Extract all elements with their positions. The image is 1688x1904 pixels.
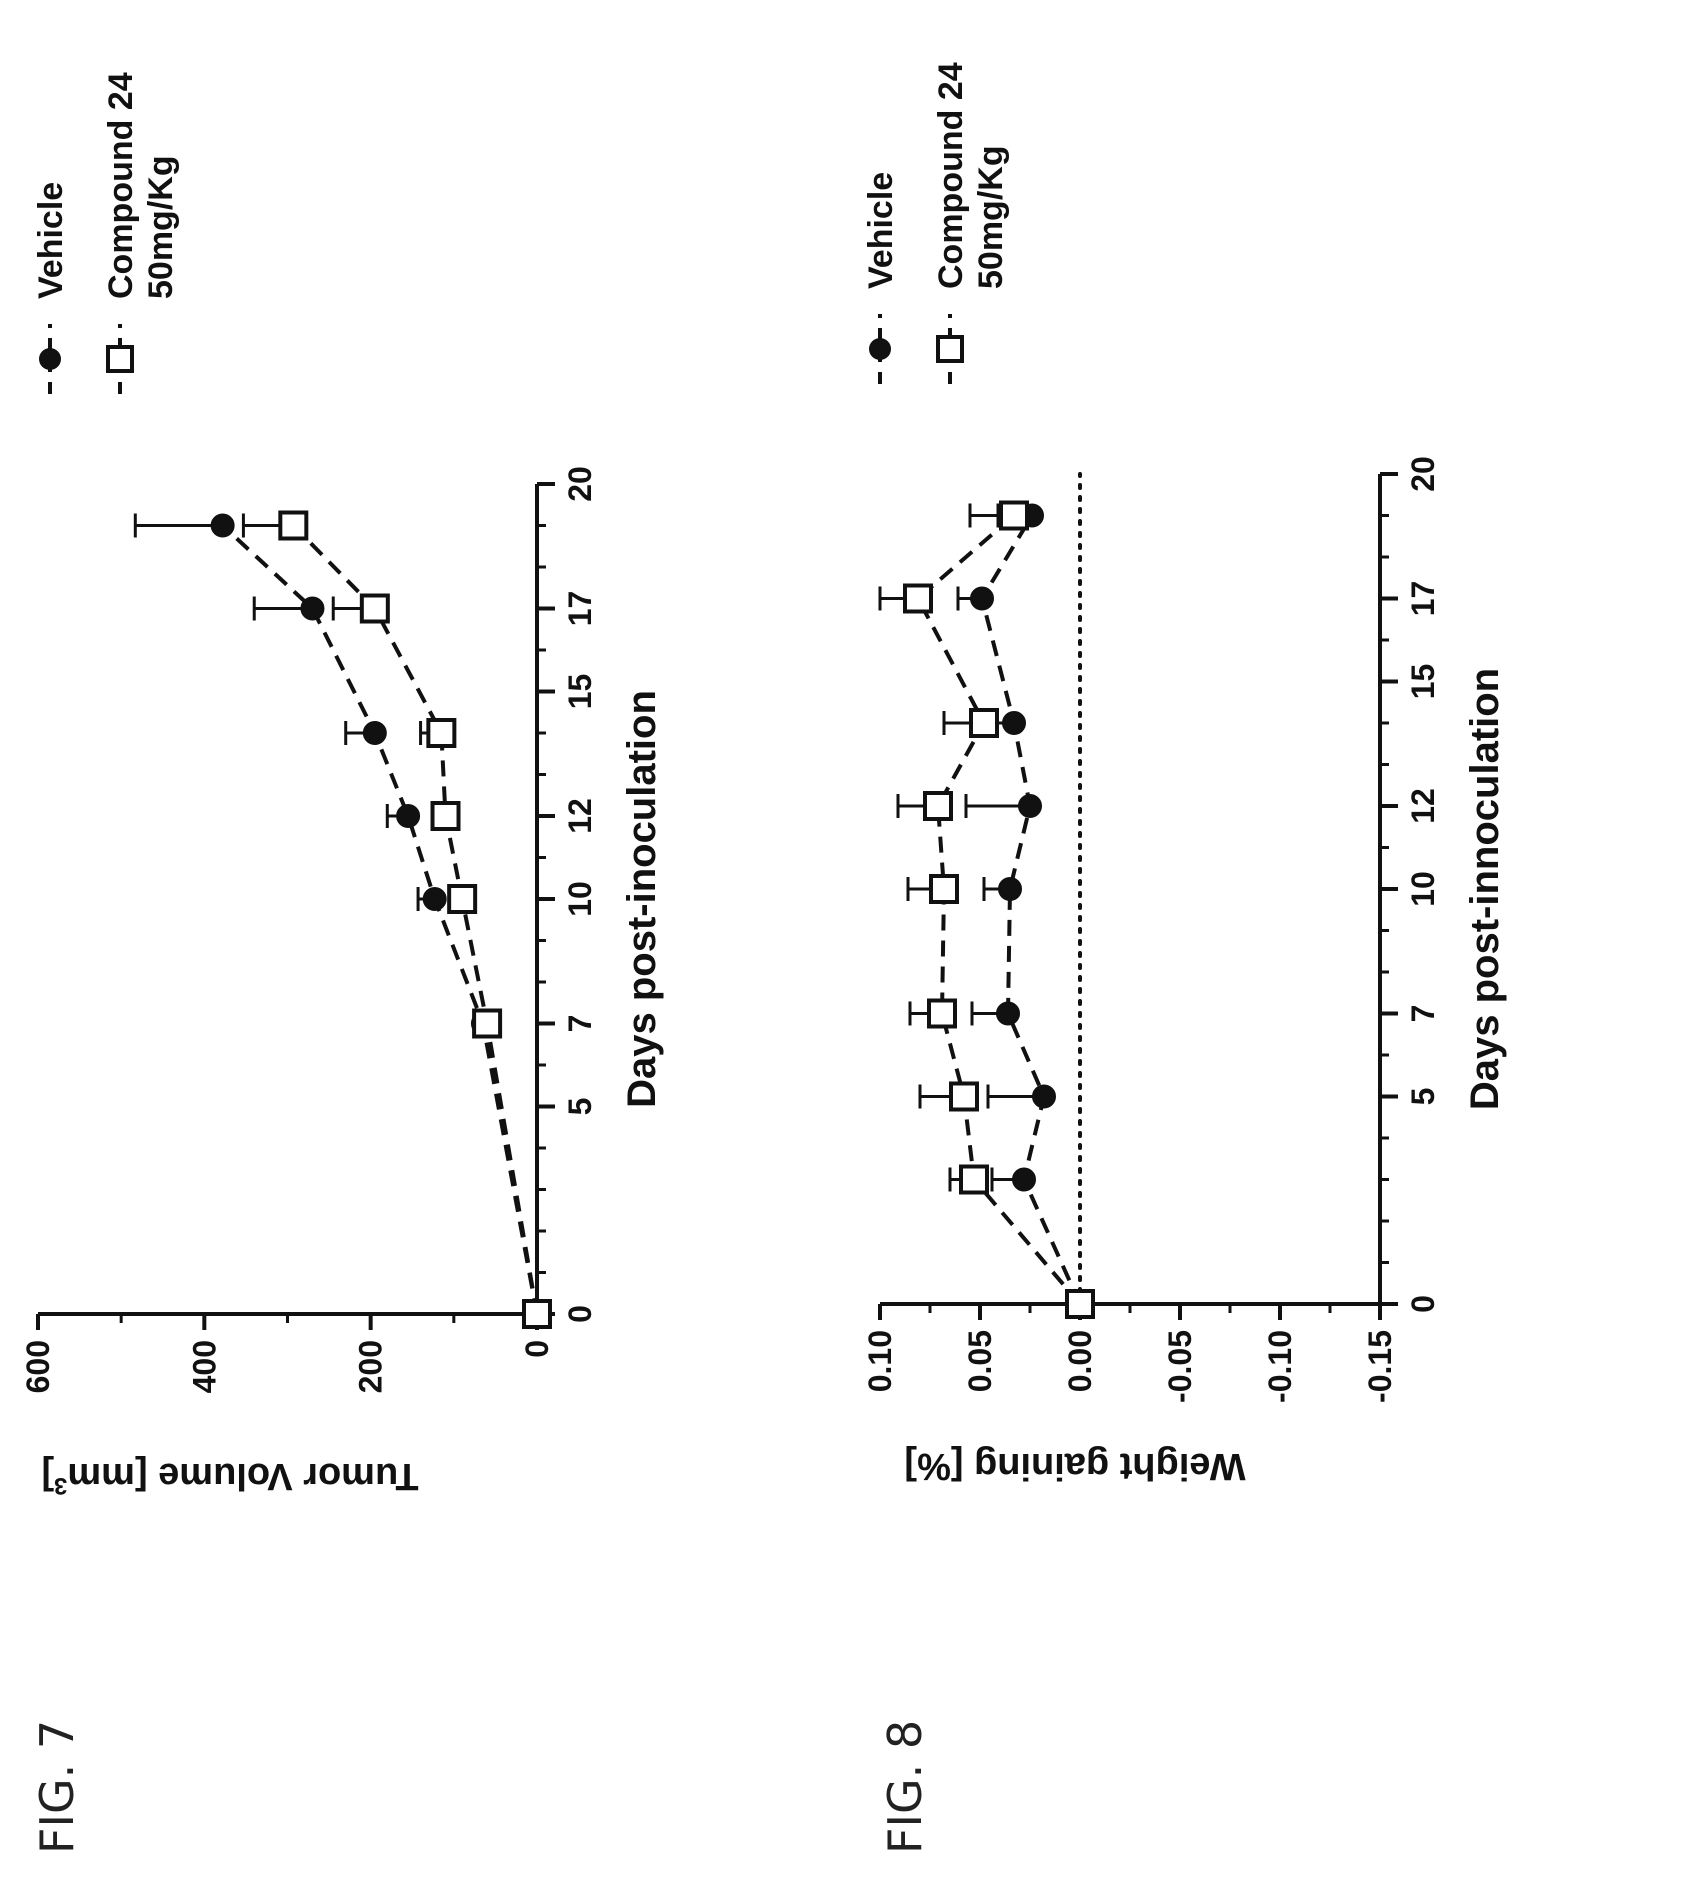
x-tick-label: 0 [1405, 1295, 1441, 1313]
legend-label: Compound 2450mg/Kg [102, 72, 180, 299]
x-tick-label: 20 [562, 466, 598, 502]
data-point-circle [1002, 711, 1026, 735]
data-point-square [522, 1299, 552, 1329]
y-tick-label: -0.10 [1262, 1330, 1298, 1403]
series-line [221, 524, 539, 1315]
data-point-square [959, 1164, 989, 1195]
legend-label-line-2: 50mg/Kg [972, 145, 1010, 289]
legend-label: Vehicle [32, 182, 70, 299]
legend-label-line-1: Compound 24 [932, 62, 970, 289]
y-tick-label: 0.00 [1062, 1330, 1098, 1392]
series-line [915, 513, 1082, 1306]
data-point-circle [300, 596, 325, 621]
y-axis-label-text: Tumor Volume [mm [67, 1455, 418, 1497]
data-point-square [999, 500, 1029, 531]
data-point-circle [396, 804, 421, 828]
y-tick-label: -0.15 [1362, 1330, 1398, 1403]
x-tick-label: 15 [1405, 664, 1441, 700]
y-tick-label: 0 [519, 1340, 555, 1358]
data-point-square [1065, 1289, 1095, 1319]
data-point-circle [998, 877, 1022, 901]
data-point-square [359, 593, 390, 624]
data-point-circle [970, 586, 994, 611]
y-axis-label-close: ] [41, 1455, 54, 1497]
data-point-square [430, 801, 461, 831]
x-tick-label: 5 [562, 1098, 598, 1116]
y-tick-label: 0.10 [862, 1330, 898, 1392]
tumor-volume-chart: 0 200 400 600 0 5 7 10 12 15 17 20 Days post-inocula… [20, 72, 664, 1499]
x-tick-label: 17 [1405, 581, 1441, 617]
series-compound-24 [878, 500, 1095, 1319]
data-point-square [927, 998, 957, 1029]
legend-marker-circle [39, 348, 61, 370]
x-tick-label: 20 [1405, 456, 1441, 492]
x-tick-label: 7 [1405, 1005, 1441, 1023]
data-point-square [903, 583, 933, 614]
x-axis-label: Days post-inoculation [620, 690, 664, 1108]
y-axis-label: Weight gaining [%] [904, 1445, 1245, 1487]
x-tick-label: 15 [562, 674, 598, 710]
y-tick-label: 0.05 [962, 1330, 998, 1392]
y-axis-label: Tumor Volume [mm3] [41, 1455, 418, 1499]
data-point-circle [1018, 794, 1042, 818]
data-point-circle [1032, 1084, 1056, 1109]
data-point-square [278, 510, 309, 541]
x-tick-label: 12 [562, 798, 598, 834]
x-tick-label: 7 [562, 1015, 598, 1033]
x-tick-label: 17 [562, 591, 598, 627]
data-point-square [426, 718, 457, 748]
legend-marker-square [106, 345, 134, 373]
series-vehicle [133, 513, 549, 1326]
legend-marker-circle [869, 338, 891, 360]
x-tick-label: 10 [562, 881, 598, 917]
legend-label: Compound 2450mg/Kg [932, 62, 1010, 289]
x-tick-label: 10 [1405, 871, 1441, 907]
legend-label-line-1: Compound 24 [102, 72, 140, 299]
data-point-square [929, 874, 959, 904]
data-point-square [472, 1008, 503, 1039]
y-tick-label: 200 [353, 1340, 389, 1393]
legend-label-line-2: 50mg/Kg [142, 155, 180, 299]
x-tick-label: 12 [1405, 788, 1441, 824]
data-point-circle [1012, 1167, 1036, 1192]
x-tick-label: 0 [562, 1305, 598, 1323]
y-tick-label: 400 [186, 1340, 222, 1393]
data-point-circle [362, 721, 387, 745]
y-tick-label: 600 [20, 1340, 56, 1393]
y-axis-label-superscript: 3 [54, 1472, 67, 1499]
series-compound-24 [241, 510, 552, 1329]
data-point-square [969, 708, 999, 738]
data-point-circle [996, 1001, 1020, 1026]
legend-label: Vehicle [862, 172, 900, 289]
data-point-square [949, 1081, 979, 1112]
x-axis-label: Days post-innoculation [1463, 668, 1507, 1110]
data-point-circle [422, 887, 447, 911]
y-tick-label: -0.05 [1162, 1330, 1198, 1403]
series-line [979, 514, 1082, 1305]
data-point-square [923, 791, 953, 821]
x-tick-label: 5 [1405, 1088, 1441, 1106]
legend-marker-square [936, 335, 964, 363]
data-point-circle [210, 513, 235, 538]
data-point-square [447, 884, 478, 914]
weight-gaining-chart: -0.15 -0.10 -0.05 0.00 0.05 0.10 0 5 7 10 12 15 17 20… [862, 62, 1507, 1487]
